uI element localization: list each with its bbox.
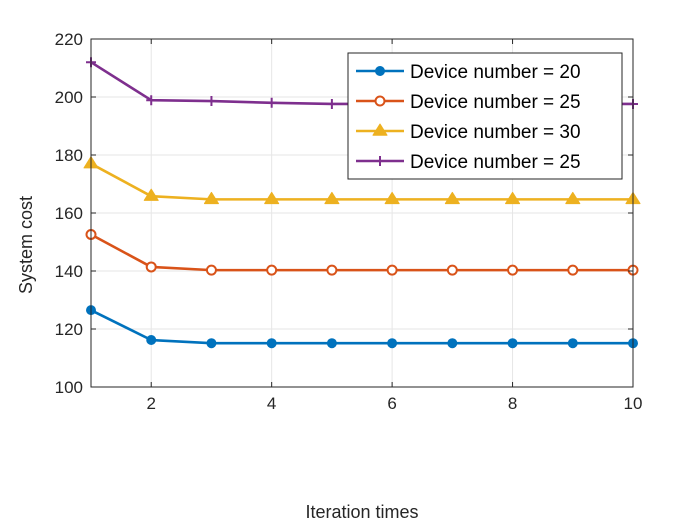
legend-label: Device number = 25 — [410, 92, 581, 113]
x-tick-label: 10 — [624, 394, 643, 413]
data-point — [505, 191, 521, 205]
data-point — [444, 191, 460, 205]
data-point — [507, 338, 518, 349]
data-point — [567, 338, 578, 349]
y-tick-label: 220 — [55, 30, 83, 49]
x-tick-label: 8 — [508, 394, 517, 413]
data-point — [375, 156, 385, 166]
data-point — [375, 66, 385, 76]
data-point — [446, 264, 458, 276]
data-point — [146, 335, 157, 346]
series-line — [90, 233, 633, 272]
legend-entry: Device number = 30 — [356, 122, 581, 143]
y-tick-label: 140 — [55, 262, 83, 281]
y-tick-label: 100 — [55, 378, 83, 397]
data-point — [326, 98, 337, 109]
data-point — [374, 95, 386, 107]
y-tick-label: 120 — [55, 320, 83, 339]
data-point — [205, 264, 217, 276]
data-point — [507, 264, 519, 276]
data-point — [206, 96, 217, 107]
data-point — [372, 123, 388, 136]
legend-label: Device number = 30 — [410, 122, 581, 143]
data-point — [266, 97, 277, 108]
legend-label: Device number = 20 — [410, 62, 581, 83]
legend-entry: Device number = 25 — [356, 92, 581, 113]
legend-box — [347, 52, 623, 180]
y-tick-label: 200 — [55, 88, 83, 107]
x-tick-label: 6 — [387, 394, 396, 413]
data-point — [565, 191, 581, 205]
y-tick-label: 180 — [55, 146, 83, 165]
axis-ticks: 2 4 6 8 10 100 120 140 160 180 200 220 — [55, 30, 643, 413]
data-point — [264, 191, 280, 205]
series-line — [90, 308, 633, 345]
data-point — [266, 264, 278, 276]
data-point — [146, 95, 157, 106]
data-point — [386, 264, 398, 276]
series-3 — [83, 156, 641, 205]
series-2 — [85, 228, 639, 276]
data-point — [266, 338, 277, 349]
data-point — [384, 191, 400, 205]
data-point — [326, 264, 338, 276]
data-point — [326, 338, 337, 349]
data-point — [567, 264, 579, 276]
legend: Device number = 20 Device number = 25 Devi… — [347, 52, 623, 180]
data-point — [145, 261, 157, 273]
y-axis-label: System cost — [16, 196, 36, 294]
legend-label: Device number = 25 — [410, 152, 581, 173]
data-point — [203, 191, 219, 205]
x-tick-label: 2 — [146, 394, 155, 413]
data-point — [143, 188, 159, 201]
series-1 — [86, 305, 638, 349]
legend-entry: Device number = 25 — [356, 152, 581, 173]
legend-entry: Device number = 20 — [356, 62, 581, 83]
x-tick-label: 4 — [267, 394, 276, 413]
data-point — [447, 338, 458, 349]
data-point — [387, 338, 398, 349]
series-line — [90, 162, 633, 201]
y-tick-label: 160 — [55, 204, 83, 223]
data-point — [324, 191, 340, 205]
data-point — [206, 338, 217, 349]
x-axis-label: Iteration times — [305, 502, 418, 522]
